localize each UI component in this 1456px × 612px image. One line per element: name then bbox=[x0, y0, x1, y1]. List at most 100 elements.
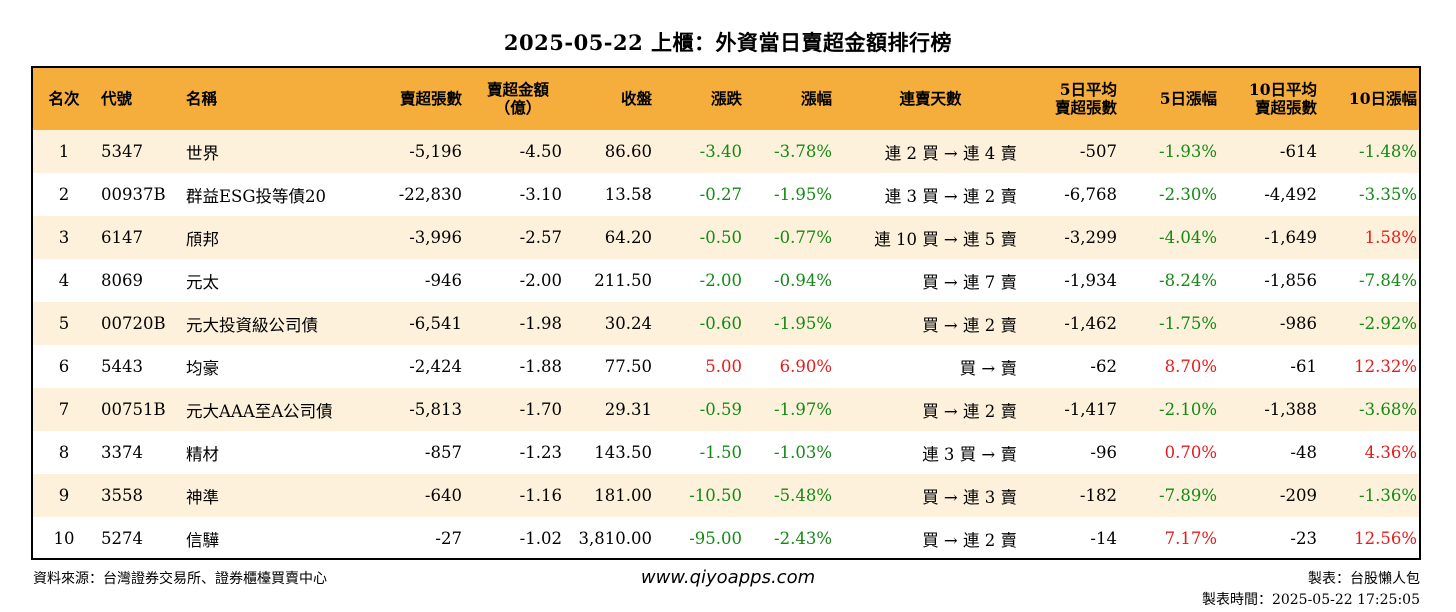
cell-change-pct: -3.78% bbox=[774, 142, 832, 161]
website-link[interactable]: www.qiyoapps.com bbox=[640, 567, 816, 588]
cell-avg5: -62 bbox=[1090, 357, 1117, 376]
cell-code: 00937B bbox=[101, 185, 166, 204]
cell-code: 8069 bbox=[101, 271, 143, 290]
cell-streak: 連 2 買 → 連 4 賣 bbox=[884, 143, 1017, 163]
cell-sell-lots: -2,424 bbox=[409, 357, 462, 376]
cell-sell-amount: -2.57 bbox=[519, 228, 562, 247]
generated-time: 製表時間：2025-05-22 17:25:05 bbox=[1201, 592, 1420, 608]
table-row[interactable]: 5 00720B 元大投資級公司債 -6,541 -1.98 30.24 -0.60 -1.9… bbox=[33, 302, 1419, 345]
cell-avg5: -3,299 bbox=[1064, 228, 1117, 247]
cell-close: 77.50 bbox=[604, 357, 652, 376]
cell-pct5: -4.04% bbox=[1159, 228, 1217, 247]
table-row[interactable]: 8 3374 精材 -857 -1.23 143.50 -1.50 -1.03% 連 3 買 →… bbox=[33, 431, 1419, 474]
header-streak[interactable]: 連賣天數 bbox=[899, 89, 962, 108]
cell-pct10: 12.32% bbox=[1354, 357, 1417, 376]
cell-avg10: -986 bbox=[1279, 314, 1317, 333]
cell-rank: 5 bbox=[58, 314, 70, 333]
header-close[interactable]: 收盤 bbox=[620, 89, 652, 108]
cell-streak: 連 3 買 → 連 2 賣 bbox=[884, 186, 1017, 206]
cell-pct5: -1.75% bbox=[1159, 314, 1217, 333]
cell-pct10: -1.36% bbox=[1359, 486, 1417, 505]
cell-close: 143.50 bbox=[594, 443, 652, 462]
cell-pct5: 8.70% bbox=[1164, 357, 1217, 376]
header-change-pct[interactable]: 漲幅 bbox=[800, 89, 832, 108]
cell-change-pct: -1.95% bbox=[774, 185, 832, 204]
header-pct10[interactable]: 10日漲幅 bbox=[1348, 89, 1417, 108]
cell-change-pct: -1.97% bbox=[774, 400, 832, 419]
cell-sell-lots: -27 bbox=[435, 529, 462, 548]
cell-change: -0.27 bbox=[699, 185, 742, 204]
cell-name: 元大AAA至A公司債 bbox=[186, 401, 333, 421]
table-body: 1 5347 世界 -5,196 -4.50 86.60 -3.40 -3.78% 連 2 買 … bbox=[33, 130, 1419, 558]
cell-streak: 連 10 買 → 連 5 賣 bbox=[874, 229, 1017, 249]
header-name[interactable]: 名稱 bbox=[186, 89, 218, 108]
cell-name: 均豪 bbox=[186, 358, 219, 378]
cell-sell-amount: -1.98 bbox=[519, 314, 562, 333]
cell-pct5: -7.89% bbox=[1159, 486, 1217, 505]
header-sell-lots[interactable]: 賣超張數 bbox=[399, 89, 462, 108]
table-row[interactable]: 4 8069 元太 -946 -2.00 211.50 -2.00 -0.94% 買 → 連 7… bbox=[33, 259, 1419, 302]
cell-streak: 買 → 連 2 賣 bbox=[922, 401, 1017, 421]
header-code[interactable]: 代號 bbox=[101, 89, 133, 108]
cell-change-pct: -1.03% bbox=[774, 443, 832, 462]
cell-pct5: -8.24% bbox=[1159, 271, 1217, 290]
cell-sell-amount: -4.50 bbox=[519, 142, 562, 161]
cell-streak: 買 → 賣 bbox=[959, 358, 1017, 378]
table-row[interactable]: 1 5347 世界 -5,196 -4.50 86.60 -3.40 -3.78% 連 2 買 … bbox=[33, 130, 1419, 173]
cell-avg10: -1,649 bbox=[1264, 228, 1317, 247]
cell-close: 30.24 bbox=[604, 314, 652, 333]
cell-pct10: -1.48% bbox=[1359, 142, 1417, 161]
cell-name: 元太 bbox=[186, 272, 219, 292]
cell-avg5: -1,934 bbox=[1064, 271, 1117, 290]
cell-change: -2.00 bbox=[699, 271, 742, 290]
cell-rank: 3 bbox=[58, 228, 70, 247]
header-rank[interactable]: 名次 bbox=[48, 89, 80, 108]
cell-rank: 8 bbox=[58, 443, 70, 462]
cell-pct10: 4.36% bbox=[1364, 443, 1417, 462]
cell-change-pct: -0.94% bbox=[774, 271, 832, 290]
header-pct5[interactable]: 5日漲幅 bbox=[1159, 89, 1217, 108]
table-row[interactable]: 10 5274 信驊 -27 -1.02 3,810.00 -95.00 -2.43% 買 → … bbox=[33, 517, 1419, 558]
cell-pct10: -2.92% bbox=[1359, 314, 1417, 333]
cell-pct5: 7.17% bbox=[1164, 529, 1217, 548]
cell-streak: 買 → 連 7 賣 bbox=[922, 272, 1017, 292]
maker-credit: 製表：台股懶人包 bbox=[1308, 571, 1420, 587]
cell-change: 5.00 bbox=[705, 357, 742, 376]
cell-change-pct: -2.43% bbox=[774, 529, 832, 548]
cell-change-pct: -0.77% bbox=[774, 228, 832, 247]
cell-change: -1.50 bbox=[699, 443, 742, 462]
cell-rank: 4 bbox=[58, 271, 70, 290]
header-avg5[interactable]: 5日平均 賣超張數 bbox=[1023, 68, 1123, 130]
table-row[interactable]: 7 00751B 元大AAA至A公司債 -5,813 -1.70 29.31 -0.59 -1… bbox=[33, 388, 1419, 431]
table-row[interactable]: 9 3558 神準 -640 -1.16 181.00 -10.50 -5.48% 買 → 連 … bbox=[33, 474, 1419, 517]
cell-avg5: -96 bbox=[1090, 443, 1117, 462]
cell-avg10: -614 bbox=[1279, 142, 1317, 161]
cell-close: 13.58 bbox=[604, 185, 652, 204]
cell-avg10: -1,856 bbox=[1264, 271, 1317, 290]
cell-pct10: -3.68% bbox=[1359, 400, 1417, 419]
header-change[interactable]: 漲跌 bbox=[710, 89, 742, 108]
cell-code: 00751B bbox=[101, 400, 166, 419]
cell-close: 86.60 bbox=[604, 142, 652, 161]
cell-code: 5274 bbox=[101, 529, 143, 548]
cell-pct5: 0.70% bbox=[1164, 443, 1217, 462]
cell-avg5: -6,768 bbox=[1064, 185, 1117, 204]
header-sell-amount[interactable]: 賣超金額 （億） bbox=[468, 68, 568, 130]
cell-avg5: -1,417 bbox=[1064, 400, 1117, 419]
cell-pct10: -3.35% bbox=[1359, 185, 1417, 204]
cell-close: 3,810.00 bbox=[578, 529, 652, 548]
cell-rank: 7 bbox=[58, 400, 70, 419]
table-row[interactable]: 6 5443 均豪 -2,424 -1.88 77.50 5.00 6.90% 買 → 賣 -62… bbox=[33, 345, 1419, 388]
cell-change: -10.50 bbox=[689, 486, 742, 505]
table-row[interactable]: 2 00937B 群益ESG投等債20 -22,830 -3.10 13.58 -0.27 -… bbox=[33, 173, 1419, 216]
table-row[interactable]: 3 6147 頎邦 -3,996 -2.57 64.20 -0.50 -0.77% 連 10 買… bbox=[33, 216, 1419, 259]
header-avg10[interactable]: 10日平均 賣超張數 bbox=[1223, 68, 1323, 130]
cell-sell-lots: -22,830 bbox=[398, 185, 462, 204]
cell-avg5: -14 bbox=[1090, 529, 1117, 548]
ranking-table-container: 名次 代號 名稱 賣超張數 賣超金額 （億） 收盤 漲跌 漲幅 連賣天數 5日平… bbox=[31, 66, 1421, 560]
header-avg5-line1: 5日平均 bbox=[1059, 80, 1117, 99]
cell-sell-amount: -1.16 bbox=[519, 486, 562, 505]
cell-name: 元大投資級公司債 bbox=[186, 315, 318, 335]
cell-pct10: 1.58% bbox=[1364, 228, 1417, 247]
cell-change: -0.60 bbox=[699, 314, 742, 333]
